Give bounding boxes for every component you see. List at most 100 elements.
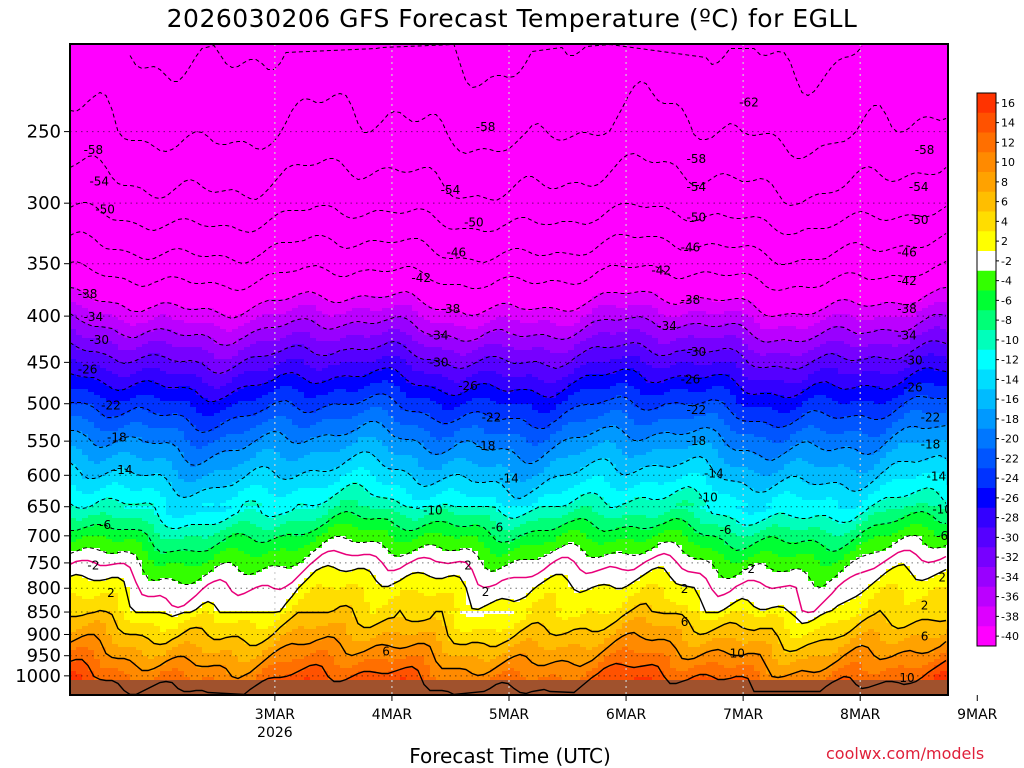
temperature-cell xyxy=(808,410,815,426)
temperature-cell xyxy=(274,536,281,552)
temperature-cell xyxy=(328,392,335,405)
temperature-cell xyxy=(832,482,839,501)
temperature-cell xyxy=(112,404,119,417)
temperature-cell xyxy=(790,662,797,675)
temperature-cell xyxy=(910,362,917,375)
temperature-cell xyxy=(166,515,173,528)
temperature-cell xyxy=(712,491,719,516)
temperature-cell xyxy=(502,641,509,654)
temperature-cell xyxy=(82,389,89,405)
temperature-cell xyxy=(286,401,293,420)
temperature-cell xyxy=(346,362,353,378)
temperature-cell xyxy=(220,506,227,513)
temperature-cell xyxy=(250,356,257,372)
temperature-cell xyxy=(838,659,845,669)
temperature-cell xyxy=(460,581,467,612)
temperature-cell xyxy=(706,443,713,465)
temperature-cell xyxy=(196,362,203,378)
temperature-cell xyxy=(298,473,305,489)
temperature-cell xyxy=(814,347,821,360)
temperature-cell xyxy=(226,623,233,639)
temperature-cell xyxy=(556,635,563,648)
temperature-cell xyxy=(496,434,503,450)
temperature-cell xyxy=(244,506,251,510)
temperature-cell xyxy=(418,548,425,573)
temperature-cell xyxy=(940,548,947,573)
temperature-cell xyxy=(736,641,743,657)
temperature-cell xyxy=(814,467,821,486)
temperature-cell xyxy=(526,494,533,507)
temperature-cell xyxy=(442,335,449,351)
temperature-cell xyxy=(106,473,113,486)
temperature-cell xyxy=(412,668,419,690)
temperature-cell xyxy=(610,554,617,588)
temperature-cell xyxy=(514,320,521,336)
temperature-cell xyxy=(940,329,947,345)
x-tick-label: 7MAR xyxy=(723,707,764,723)
temperature-cell xyxy=(538,458,545,474)
temperature-cell xyxy=(676,503,683,507)
temperature-cell xyxy=(496,656,503,666)
temperature-cell xyxy=(898,530,905,540)
temperature-cell xyxy=(352,308,359,324)
temperature-cell xyxy=(154,443,161,459)
temperature-cell xyxy=(790,530,797,543)
temperature-cell xyxy=(628,305,635,318)
temperature-cell xyxy=(172,647,179,657)
temperature-cell xyxy=(490,497,497,507)
contour-line xyxy=(70,260,947,292)
temperature-cell xyxy=(610,587,617,612)
temperature-cell xyxy=(658,434,665,450)
temperature-cell xyxy=(274,551,281,567)
temperature-cell xyxy=(244,509,251,522)
temperature-cell xyxy=(580,353,587,366)
temperature-cell xyxy=(412,458,419,480)
contour-label: 6 xyxy=(382,645,390,659)
temperature-cell xyxy=(250,485,257,501)
temperature-cell xyxy=(814,542,821,561)
temperature-cell xyxy=(562,506,569,516)
temperature-cell xyxy=(478,608,485,612)
temperature-cell xyxy=(730,431,737,450)
temperature-cell xyxy=(580,317,587,330)
temperature-cell xyxy=(268,314,275,330)
temperature-cell xyxy=(370,407,377,423)
temperature-cell xyxy=(178,431,185,453)
temperature-cell xyxy=(286,323,293,336)
temperature-cell xyxy=(730,44,737,300)
temperature-cell xyxy=(280,338,287,351)
temperature-cell xyxy=(118,530,125,543)
temperature-cell xyxy=(184,527,191,537)
temperature-cell xyxy=(358,401,365,414)
temperature-cell xyxy=(148,488,155,504)
temperature-cell xyxy=(910,602,917,624)
temperature-cell xyxy=(244,335,251,348)
temperature-cell xyxy=(784,440,791,453)
contour-label: -54 xyxy=(441,183,461,197)
temperature-cell xyxy=(70,518,77,531)
temperature-cell xyxy=(832,563,839,579)
temperature-cell xyxy=(412,572,419,591)
temperature-cell xyxy=(466,341,473,354)
temperature-cell xyxy=(232,515,239,525)
temperature-cell xyxy=(922,395,929,414)
temperature-cell xyxy=(310,542,317,552)
temperature-cell xyxy=(298,392,305,411)
temperature-cell xyxy=(928,353,935,369)
temperature-cell xyxy=(760,611,767,618)
temperature-cell xyxy=(694,350,701,366)
temperature-cell xyxy=(604,503,611,519)
temperature-cell xyxy=(772,410,779,429)
temperature-cell xyxy=(334,608,341,624)
temperature-cell xyxy=(676,419,683,435)
temperature-cell xyxy=(394,341,401,357)
temperature-cell xyxy=(298,626,305,645)
temperature-cell xyxy=(508,647,515,660)
temperature-cell xyxy=(172,362,179,375)
temperature-cell xyxy=(712,551,719,570)
temperature-cell xyxy=(190,308,197,324)
temperature-cell xyxy=(304,440,311,456)
temperature-cell xyxy=(694,311,701,324)
temperature-cell xyxy=(100,314,107,327)
